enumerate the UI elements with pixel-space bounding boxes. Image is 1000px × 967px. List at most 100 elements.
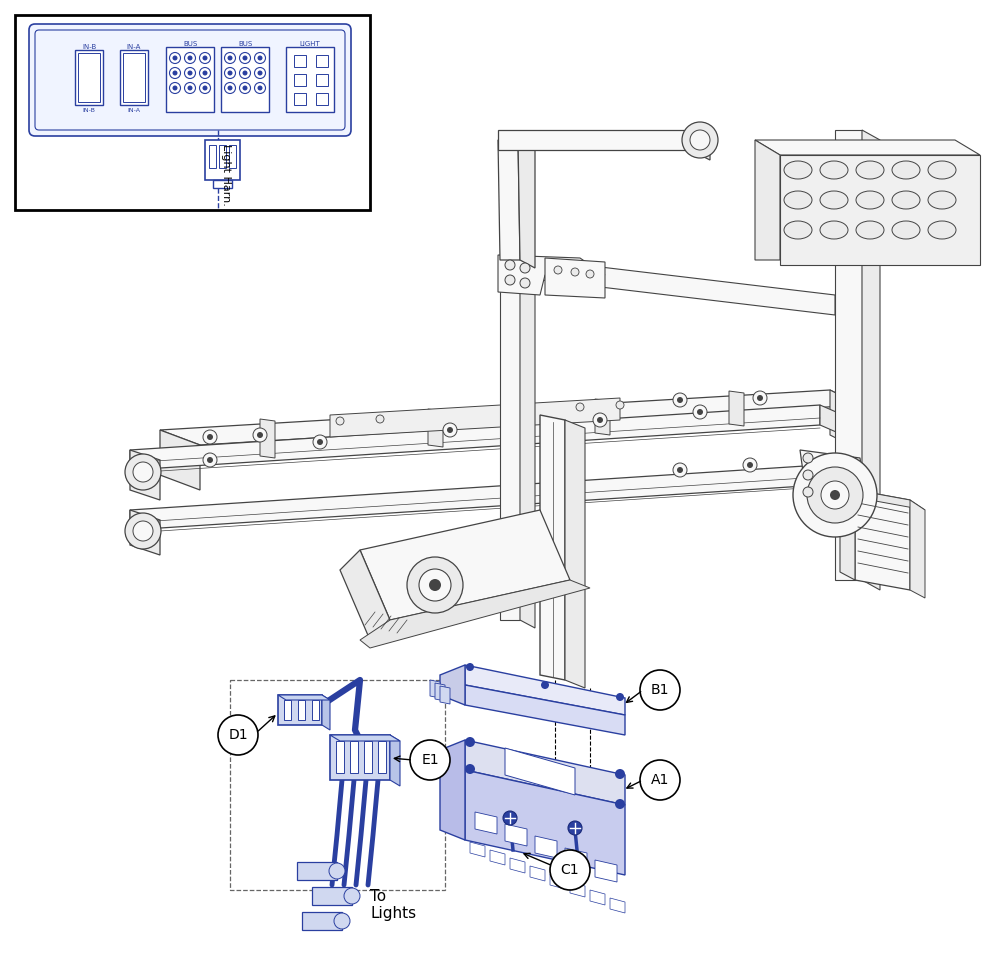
Polygon shape bbox=[755, 140, 780, 260]
Circle shape bbox=[258, 55, 263, 61]
Polygon shape bbox=[470, 842, 485, 857]
Circle shape bbox=[597, 417, 603, 423]
FancyBboxPatch shape bbox=[29, 24, 351, 136]
Polygon shape bbox=[378, 741, 386, 773]
Ellipse shape bbox=[784, 161, 812, 179]
Circle shape bbox=[329, 863, 345, 879]
Circle shape bbox=[203, 453, 217, 467]
Polygon shape bbox=[229, 145, 236, 168]
Polygon shape bbox=[166, 47, 214, 112]
Polygon shape bbox=[322, 695, 330, 730]
Polygon shape bbox=[316, 74, 328, 86]
Polygon shape bbox=[910, 500, 925, 598]
Polygon shape bbox=[430, 680, 440, 698]
Circle shape bbox=[673, 463, 687, 477]
Polygon shape bbox=[284, 700, 291, 720]
Circle shape bbox=[541, 681, 549, 689]
Circle shape bbox=[243, 71, 248, 75]
Polygon shape bbox=[78, 53, 100, 102]
Polygon shape bbox=[330, 398, 620, 437]
Circle shape bbox=[173, 71, 178, 75]
Circle shape bbox=[697, 409, 703, 415]
Polygon shape bbox=[498, 255, 605, 295]
Circle shape bbox=[677, 397, 683, 403]
Circle shape bbox=[616, 693, 624, 701]
Polygon shape bbox=[360, 580, 590, 648]
Polygon shape bbox=[350, 741, 358, 773]
Ellipse shape bbox=[820, 221, 848, 239]
Bar bbox=[230, 680, 445, 890]
Polygon shape bbox=[862, 130, 880, 590]
Circle shape bbox=[568, 821, 582, 835]
Polygon shape bbox=[500, 260, 520, 620]
Circle shape bbox=[747, 462, 753, 468]
Polygon shape bbox=[221, 47, 269, 112]
Circle shape bbox=[466, 663, 474, 671]
Circle shape bbox=[203, 430, 217, 444]
Circle shape bbox=[376, 415, 384, 423]
Circle shape bbox=[243, 55, 248, 61]
Polygon shape bbox=[545, 258, 605, 298]
Circle shape bbox=[757, 395, 763, 401]
Circle shape bbox=[173, 85, 178, 91]
Circle shape bbox=[334, 913, 350, 929]
Polygon shape bbox=[820, 465, 850, 498]
Polygon shape bbox=[518, 140, 535, 268]
Circle shape bbox=[520, 263, 530, 273]
Polygon shape bbox=[550, 874, 565, 889]
Polygon shape bbox=[595, 860, 617, 882]
Circle shape bbox=[593, 413, 607, 427]
Text: To
Lights: To Lights bbox=[370, 889, 416, 922]
Circle shape bbox=[465, 764, 475, 774]
Circle shape bbox=[640, 760, 680, 800]
Polygon shape bbox=[830, 390, 860, 450]
Circle shape bbox=[185, 68, 196, 78]
Polygon shape bbox=[297, 862, 337, 880]
Circle shape bbox=[313, 435, 327, 449]
Circle shape bbox=[255, 52, 266, 64]
Polygon shape bbox=[302, 912, 342, 930]
Circle shape bbox=[753, 391, 767, 405]
Circle shape bbox=[188, 55, 193, 61]
Circle shape bbox=[170, 82, 181, 94]
Polygon shape bbox=[800, 450, 870, 530]
Text: BUS: BUS bbox=[183, 41, 197, 47]
Polygon shape bbox=[312, 700, 319, 720]
Circle shape bbox=[616, 401, 624, 409]
Circle shape bbox=[443, 423, 457, 437]
Circle shape bbox=[133, 462, 153, 482]
Polygon shape bbox=[610, 898, 625, 913]
Circle shape bbox=[429, 579, 441, 591]
Polygon shape bbox=[729, 391, 744, 426]
Circle shape bbox=[170, 68, 181, 78]
Circle shape bbox=[554, 266, 562, 274]
Polygon shape bbox=[123, 53, 145, 102]
Ellipse shape bbox=[892, 161, 920, 179]
Circle shape bbox=[615, 769, 625, 779]
Circle shape bbox=[185, 52, 196, 64]
Circle shape bbox=[125, 454, 161, 490]
Polygon shape bbox=[294, 93, 306, 105]
Polygon shape bbox=[835, 130, 862, 580]
Circle shape bbox=[207, 457, 213, 463]
Circle shape bbox=[200, 52, 211, 64]
Circle shape bbox=[200, 68, 211, 78]
Circle shape bbox=[253, 428, 267, 442]
Polygon shape bbox=[130, 405, 820, 470]
Ellipse shape bbox=[820, 191, 848, 209]
Circle shape bbox=[240, 52, 251, 64]
Polygon shape bbox=[590, 890, 605, 905]
Circle shape bbox=[228, 85, 233, 91]
Circle shape bbox=[228, 55, 233, 61]
Circle shape bbox=[743, 458, 757, 472]
Circle shape bbox=[188, 71, 193, 75]
Polygon shape bbox=[428, 409, 443, 447]
Circle shape bbox=[677, 467, 683, 473]
Circle shape bbox=[550, 850, 590, 890]
Polygon shape bbox=[294, 74, 306, 86]
Circle shape bbox=[170, 52, 181, 64]
Polygon shape bbox=[336, 741, 344, 773]
Polygon shape bbox=[498, 140, 520, 260]
Polygon shape bbox=[840, 482, 855, 580]
Ellipse shape bbox=[784, 221, 812, 239]
